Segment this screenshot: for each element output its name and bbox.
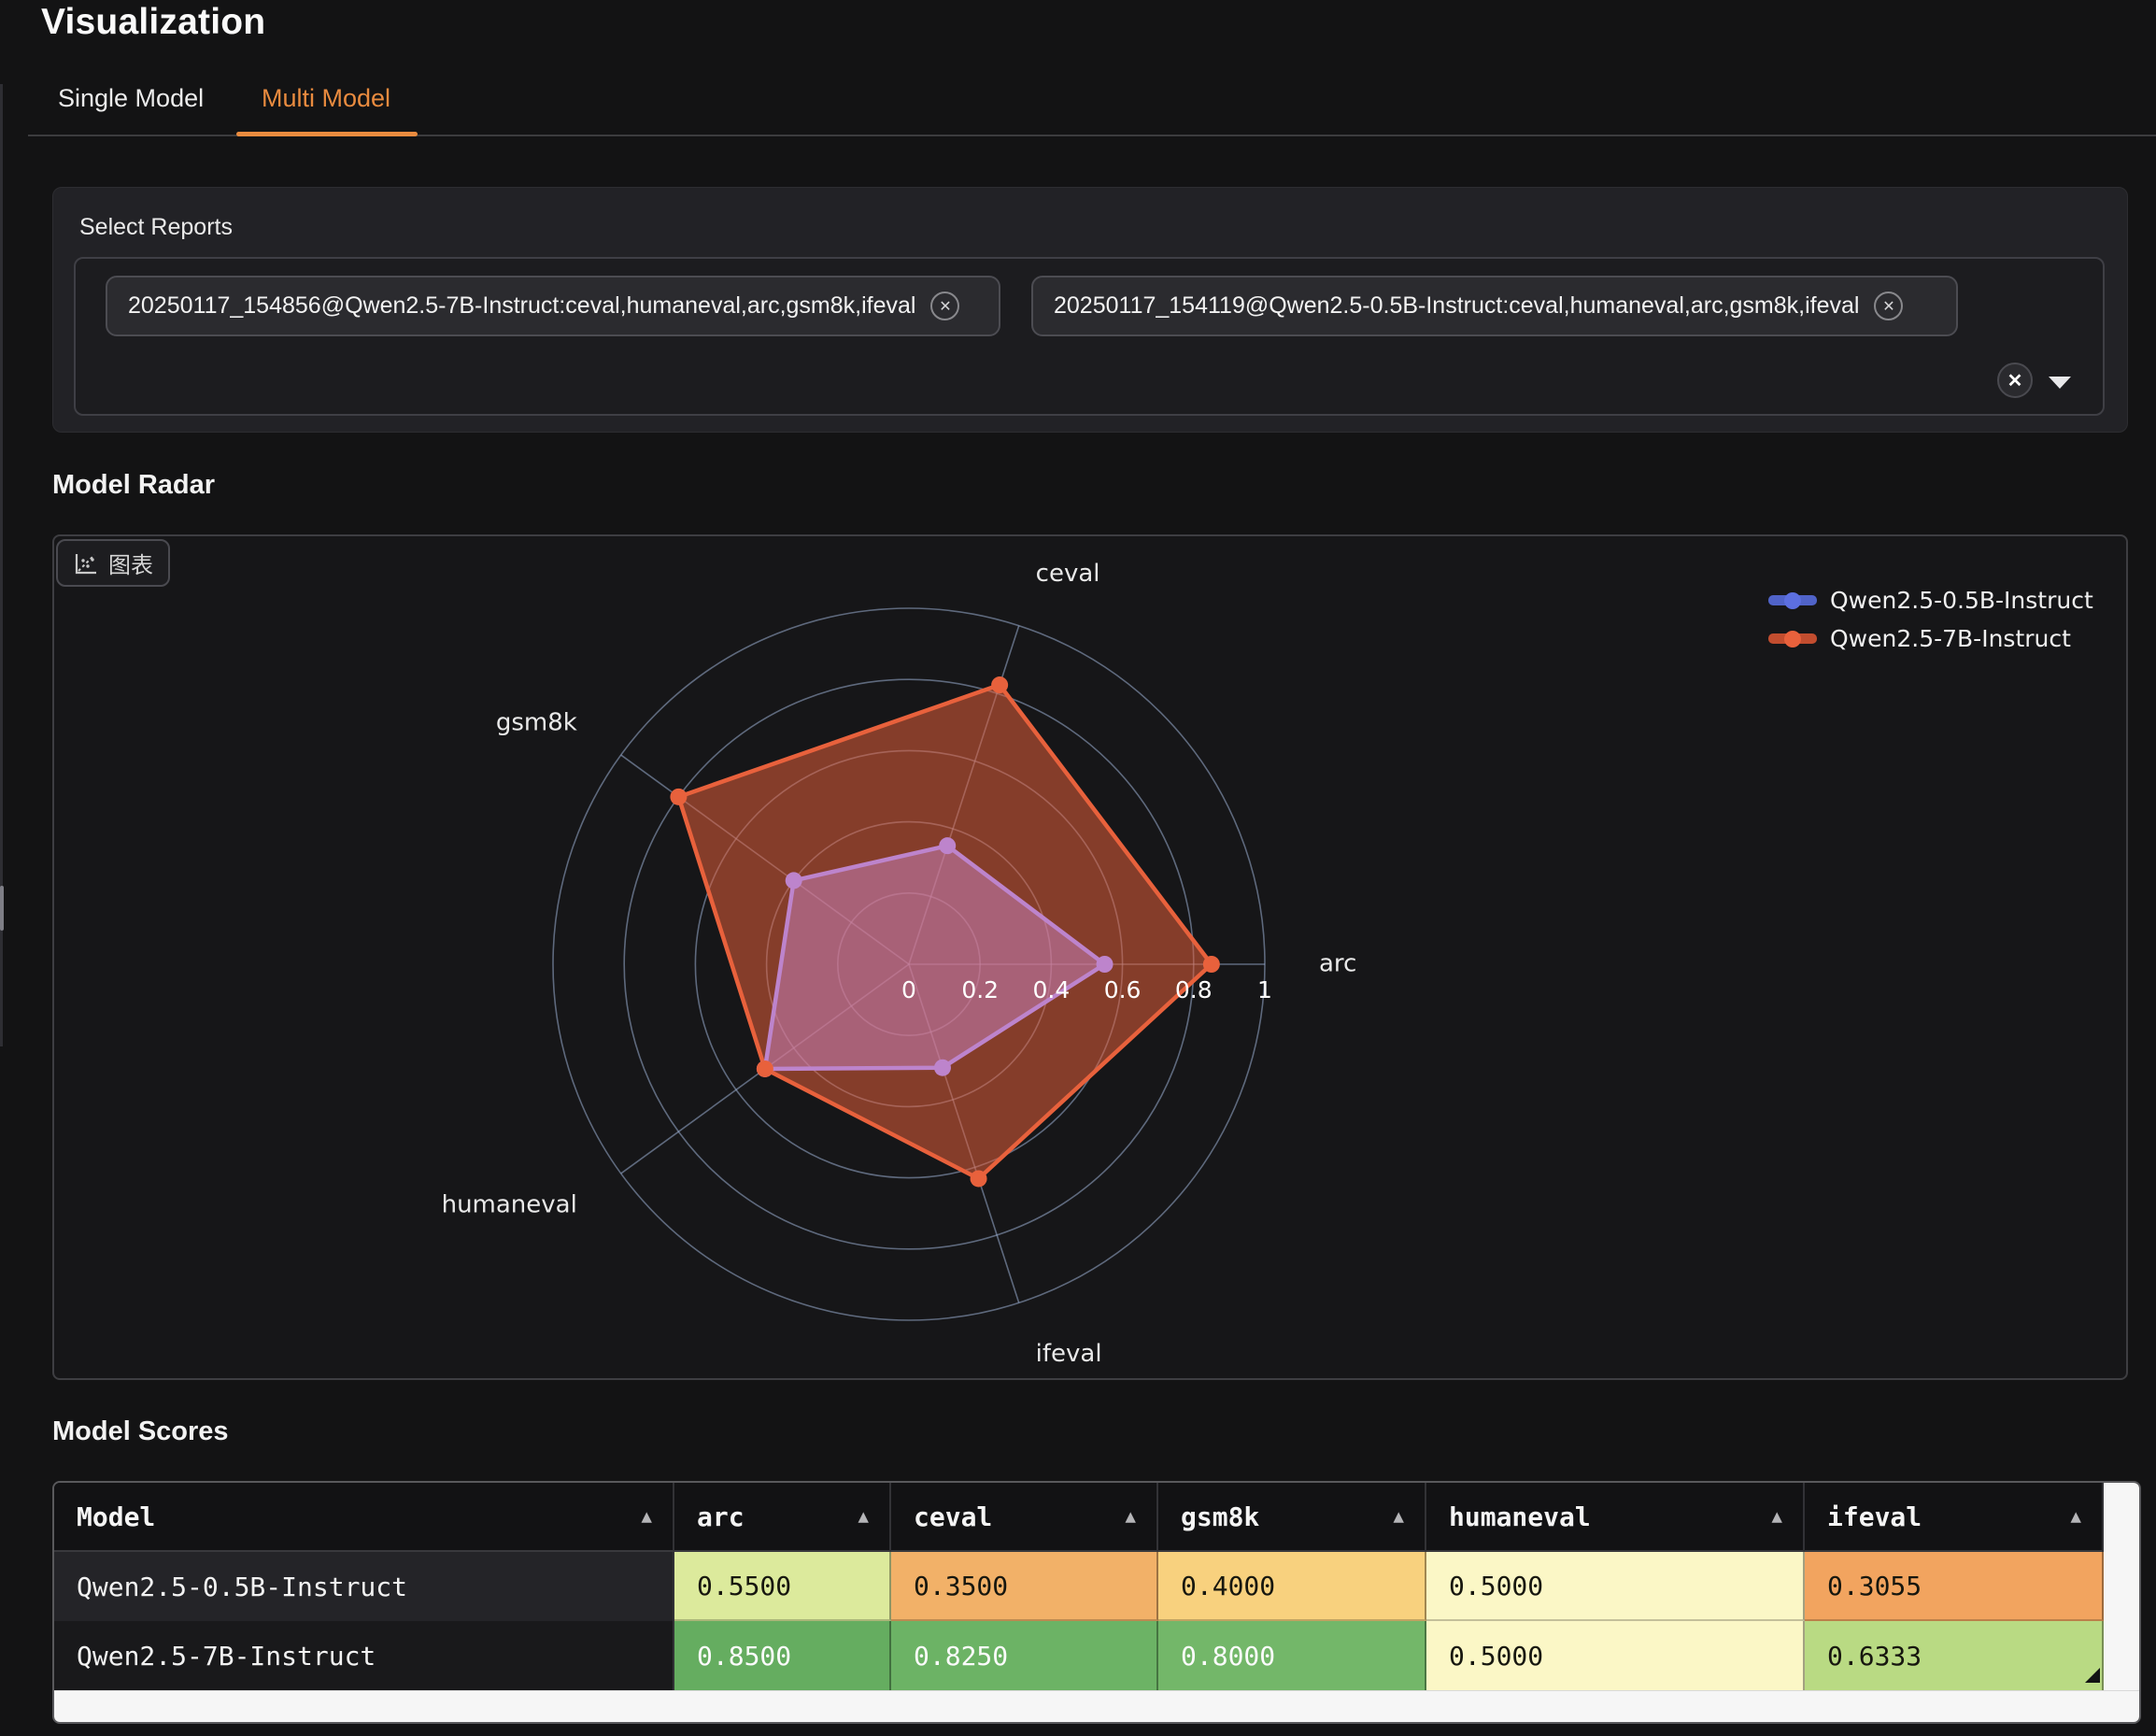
column-header-gsm8k[interactable]: gsm8k ▲ xyxy=(1158,1483,1426,1552)
report-chip[interactable]: 20250117_154119@Qwen2.5-0.5B-Instruct:ce… xyxy=(1031,276,1958,336)
legend-item-0[interactable]: Qwen2.5-0.5B-Instruct xyxy=(1768,585,2093,616)
score-cell-ceval: 0.3500 xyxy=(891,1552,1158,1621)
radar-tick-label: 0.8 xyxy=(1175,976,1213,1003)
radar-point-Qwen2.5-7B-Instruct-ifeval xyxy=(971,1170,987,1187)
sort-arrow-icon[interactable]: ▲ xyxy=(642,1506,652,1527)
radar-tick-label: 0.4 xyxy=(1033,976,1071,1003)
radar-indicator-label-humaneval: humaneval xyxy=(442,1191,577,1219)
radar-point-Qwen2.5-7B-Instruct-humaneval xyxy=(757,1060,773,1077)
column-header-label: ifeval xyxy=(1827,1501,1922,1532)
radar-point-Qwen2.5-0.5B-Instruct-gsm8k xyxy=(786,872,802,889)
legend-line-marker xyxy=(1768,633,1817,644)
report-chip[interactable]: 20250117_154856@Qwen2.5-7B-Instruct:ceva… xyxy=(106,276,1000,336)
radar-indicator-label-ceval: ceval xyxy=(1036,560,1100,588)
report-chip-text: 20250117_154119@Qwen2.5-0.5B-Instruct:ce… xyxy=(1054,292,1859,320)
legend-dot xyxy=(1784,592,1801,609)
select-reports-label: Select Reports xyxy=(79,214,233,241)
tab-single-model[interactable]: Single Model xyxy=(58,84,204,113)
radar-indicator-label-arc: arc xyxy=(1319,950,1356,978)
column-header-label: arc xyxy=(697,1501,745,1532)
column-header-humaneval[interactable]: humaneval ▲ xyxy=(1426,1483,1805,1552)
score-cell-ifeval: 0.3055 xyxy=(1805,1552,2104,1621)
score-cell-ceval: 0.8250 xyxy=(891,1621,1158,1690)
tab-multi-model[interactable]: Multi Model xyxy=(262,84,390,113)
score-cell-gsm8k: 0.4000 xyxy=(1158,1552,1426,1621)
column-header-label: humaneval xyxy=(1449,1501,1591,1532)
legend-label: Qwen2.5-7B-Instruct xyxy=(1830,625,2071,652)
score-cell-humaneval: 0.5000 xyxy=(1426,1621,1805,1690)
model-name-cell: Qwen2.5-7B-Instruct xyxy=(54,1621,674,1690)
radar-point-Qwen2.5-7B-Instruct-ceval xyxy=(991,676,1008,693)
score-cell-gsm8k: 0.8000 xyxy=(1158,1621,1426,1690)
resize-grip-icon[interactable] xyxy=(2085,1668,2100,1683)
radar-tick-label: 1 xyxy=(1257,976,1272,1003)
sort-arrow-icon[interactable]: ▲ xyxy=(2071,1506,2081,1527)
legend-label: Qwen2.5-0.5B-Instruct xyxy=(1830,587,2093,614)
visualization-page: Visualization Single Model Multi Model S… xyxy=(0,0,2156,1736)
table-vertical-scrollbar[interactable] xyxy=(2104,1483,2139,1690)
column-header-Model[interactable]: Model ▲ xyxy=(54,1483,674,1552)
clear-all-icon[interactable]: ✕ xyxy=(1997,363,2033,398)
radar-tick-label: 0 xyxy=(901,976,916,1003)
radar-point-Qwen2.5-7B-Instruct-arc xyxy=(1203,956,1220,973)
chart-tab-label: 图表 xyxy=(108,547,153,579)
active-tab-underline xyxy=(236,132,418,136)
radar-point-Qwen2.5-0.5B-Instruct-ifeval xyxy=(934,1060,951,1076)
scores-section-heading: Model Scores xyxy=(52,1416,229,1447)
sort-arrow-icon[interactable]: ▲ xyxy=(1772,1506,1782,1527)
table-horizontal-scrollbar[interactable] xyxy=(54,1690,2139,1724)
score-cell-humaneval: 0.5000 xyxy=(1426,1552,1805,1621)
scores-table: Model ▲ arc ▲ ceval ▲ gsm8k ▲ humaneval ▲ ifeval ▲ Q… xyxy=(52,1481,2141,1724)
column-header-label: ceval xyxy=(914,1501,992,1532)
report-chip-text: 20250117_154856@Qwen2.5-7B-Instruct:ceva… xyxy=(128,292,915,320)
model-name-cell: Qwen2.5-0.5B-Instruct xyxy=(54,1552,674,1621)
radar-indicator-label-ifeval: ifeval xyxy=(1036,1340,1102,1368)
radar-section-heading: Model Radar xyxy=(52,470,215,501)
column-header-arc[interactable]: arc ▲ xyxy=(674,1483,891,1552)
chip-close-icon[interactable]: ✕ xyxy=(1874,292,1903,320)
line-chart-icon xyxy=(73,550,99,576)
chip-close-icon[interactable]: ✕ xyxy=(930,292,959,320)
column-header-label: gsm8k xyxy=(1181,1501,1259,1532)
radar-indicator-label-gsm8k: gsm8k xyxy=(496,708,577,736)
page-title: Visualization xyxy=(41,2,265,43)
score-cell-arc: 0.5500 xyxy=(674,1552,891,1621)
score-cell-ifeval: 0.6333 xyxy=(1805,1621,2104,1690)
chevron-down-icon[interactable] xyxy=(2049,377,2071,389)
radar-tick-label: 0.2 xyxy=(961,976,999,1003)
radar-point-Qwen2.5-0.5B-Instruct-ceval xyxy=(939,837,956,854)
column-header-ceval[interactable]: ceval ▲ xyxy=(891,1483,1158,1552)
sort-arrow-icon[interactable]: ▲ xyxy=(1126,1506,1136,1527)
sort-arrow-icon[interactable]: ▲ xyxy=(1394,1506,1404,1527)
column-header-label: Model xyxy=(77,1501,155,1532)
radar-tick-label: 0.6 xyxy=(1104,976,1142,1003)
legend-item-1[interactable]: Qwen2.5-7B-Instruct xyxy=(1768,623,2093,654)
radar-point-Qwen2.5-7B-Instruct-gsm8k xyxy=(670,789,687,805)
left-scrollbar-thumb[interactable] xyxy=(0,886,4,931)
column-header-ifeval[interactable]: ifeval ▲ xyxy=(1805,1483,2104,1552)
chart-legend: Qwen2.5-0.5B-Instruct Qwen2.5-7B-Instruct xyxy=(1768,585,2093,654)
radar-chart[interactable]: 0 0.2 0.4 0.6 0.8 1 arc ceval gsm8k humaneval ifev… xyxy=(54,536,2126,1378)
score-cell-arc: 0.8500 xyxy=(674,1621,891,1690)
radar-point-Qwen2.5-0.5B-Instruct-arc xyxy=(1097,956,1113,973)
chart-tab-button[interactable]: 图表 xyxy=(56,539,170,587)
reports-multiselect[interactable]: 20250117_154856@Qwen2.5-7B-Instruct:ceva… xyxy=(74,257,2105,416)
sort-arrow-icon[interactable]: ▲ xyxy=(858,1506,869,1527)
legend-dot xyxy=(1784,631,1801,647)
select-reports-panel: Select Reports 20250117_154856@Qwen2.5-7… xyxy=(52,187,2128,433)
legend-line-marker xyxy=(1768,595,1817,605)
radar-chart-panel: 0 0.2 0.4 0.6 0.8 1 arc ceval gsm8k humaneval ifev… xyxy=(52,534,2128,1380)
